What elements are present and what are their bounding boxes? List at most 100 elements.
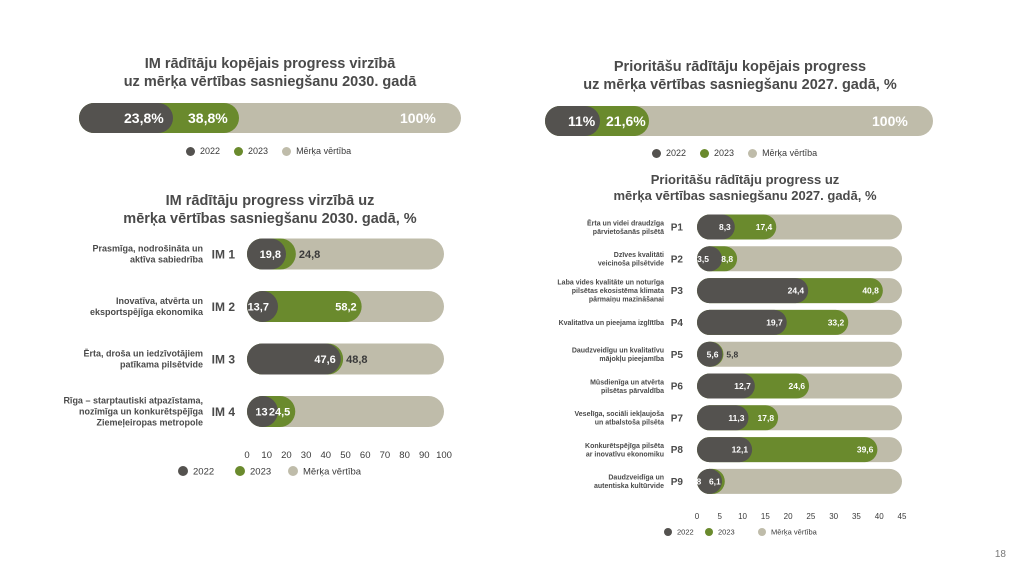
im-desc-1: Prasmīga, nodrošināta un xyxy=(92,244,203,254)
right-summary-2023-label: 21,6% xyxy=(606,113,646,129)
p-tick-10: 10 xyxy=(738,512,747,521)
im-desc-3: Ērta, droša un iedzīvotājiem xyxy=(83,349,203,359)
im-label-2022-1: 19,8 xyxy=(260,249,281,261)
p-label-2022-8: 12,1 xyxy=(732,445,749,455)
p-bar-2022-1 xyxy=(697,214,735,240)
im-desc-2: Inovatīva, atvērta un xyxy=(116,296,203,306)
p-desc-5: mājokļu pieejamība xyxy=(599,356,664,363)
p-desc-5: Daudzveidīgu un kvalitatīvu xyxy=(572,347,664,354)
p-label-2023-3: 40,8 xyxy=(862,286,879,296)
p-tick-5: 5 xyxy=(718,512,723,521)
im-label-2023-3: 48,8 xyxy=(346,354,367,366)
im-bar-2022-2 xyxy=(247,291,278,322)
p-label-2022-3: 24,4 xyxy=(788,286,805,296)
p-label-2023-5: 5,8 xyxy=(726,349,738,359)
p-tick-25: 25 xyxy=(806,512,815,521)
im-desc-4: Rīga – starptautiski atpazīstama, xyxy=(63,396,203,406)
left-summary-title: IM rādītāju kopējais progress virzībā uz… xyxy=(80,55,460,91)
right-chart-title: Prioritāšu rādītāju progress uz mērķa vē… xyxy=(580,172,910,204)
legend-dot-target xyxy=(282,146,292,156)
p-label-2023-2: 8,8 xyxy=(721,254,733,264)
im-tick-50: 50 xyxy=(340,450,351,461)
p-label-2022-7: 11,3 xyxy=(728,413,744,423)
legend-item-2022: 2022 xyxy=(652,148,686,158)
im-label-2022-3: 47,6 xyxy=(314,354,335,366)
left-summary-legend: 2022 2023 Mērķa vērtība xyxy=(186,146,365,156)
im-label-2023-2: 58,2 xyxy=(335,301,356,313)
p-code-5: P5 xyxy=(671,350,684,361)
im-code-3: IM 3 xyxy=(212,352,236,366)
p-desc-3: pilsētas ekosistēma klimata xyxy=(572,288,664,295)
legend-label-2022: 2022 xyxy=(666,148,687,158)
p-bar-2022-8 xyxy=(697,437,753,463)
p-bar-2022-9 xyxy=(697,468,722,494)
p-label-2023-4: 33,2 xyxy=(828,317,845,327)
p-desc-3: pārmaiņu mazināšanai xyxy=(589,297,664,304)
p-code-6: P6 xyxy=(671,382,684,393)
p-label-2022-6: 12,7 xyxy=(734,381,751,391)
im-tick-80: 80 xyxy=(399,450,410,461)
im-desc-4: Ziemeļeiropas metropole xyxy=(96,418,203,428)
right-summary-legend: 2022 2023 Mērķa vērtība xyxy=(652,148,831,158)
legend-label-target: Mērķa vērtība xyxy=(296,146,352,156)
im-legend-dot-1 xyxy=(178,466,188,476)
im-tick-30: 30 xyxy=(301,450,312,461)
im-label-2022-4: 13 xyxy=(255,406,267,418)
im-legend-dot-3 xyxy=(288,466,298,476)
p-code-2: P2 xyxy=(671,254,684,265)
p-bar-2022-6 xyxy=(697,373,755,399)
right-summary-progress: 11% 21,6% 100% xyxy=(545,106,933,136)
p-legend-dot-2 xyxy=(705,528,713,536)
p-desc-8: Konkurētspējīga pilsēta xyxy=(585,443,664,450)
p-code-9: P9 xyxy=(671,477,684,488)
p-tick-15: 15 xyxy=(761,512,770,521)
p-label-2022-5: 5,6 xyxy=(707,349,719,359)
legend-label-2022: 2022 xyxy=(200,146,221,156)
p-desc-8: ar inovatīvu ekonomiku xyxy=(586,451,664,458)
left-chart-title-line1: IM rādītāju progress virzībā uz xyxy=(165,193,375,209)
p-desc-1: pārvietošanās pilsētā xyxy=(593,229,664,236)
p-label-2022-9: 1,8 xyxy=(689,476,701,486)
im-desc-4: nozīmīga un konkurētspējīga xyxy=(79,407,204,417)
p-bar-2022-5 xyxy=(697,341,723,367)
right-chart-title-line2: mērķa vērtības sasniegšanu 2027. gadā, % xyxy=(613,188,877,203)
p-label-2022-1: 8,3 xyxy=(719,222,731,232)
im-code-4: IM 4 xyxy=(212,405,236,419)
p-tick-0: 0 xyxy=(695,512,700,521)
p-desc-7: un atbalstoša pilsēta xyxy=(595,420,664,427)
im-tick-70: 70 xyxy=(380,450,391,461)
p-label-2023-6: 24,6 xyxy=(789,381,806,391)
p-legend-label-3: Mērķa vērtība xyxy=(771,528,818,537)
p-bar-target-5 xyxy=(697,341,902,367)
im-code-2: IM 2 xyxy=(212,300,236,314)
right-summary-title-line1: Prioritāšu rādītāju kopējais progress xyxy=(613,59,867,75)
im-desc-2: eksportspējīga ekonomika xyxy=(90,307,204,317)
p-tick-40: 40 xyxy=(875,512,884,521)
p-desc-7: Veselīga, sociāli iekļaujoša xyxy=(575,411,665,418)
p-label-2023-7: 17,8 xyxy=(758,413,775,423)
im-tick-10: 10 xyxy=(261,450,272,461)
legend-label-target: Mērķa vērtība xyxy=(762,148,818,158)
p-desc-2: Dzīves kvalitāti xyxy=(614,252,664,259)
p-desc-9: Daudzveidīga un xyxy=(608,475,664,482)
p-bar-2022-4 xyxy=(697,309,787,335)
p-code-8: P8 xyxy=(671,445,684,456)
p-bar-target-2 xyxy=(697,246,902,272)
p-desc-9: autentiska kultūrvide xyxy=(594,483,664,490)
im-tick-20: 20 xyxy=(281,450,292,461)
im-bar-2022-1 xyxy=(247,238,287,270)
right-summary-title: Prioritāšu rādītāju kopējais progress uz… xyxy=(545,58,935,94)
im-bar-target-4 xyxy=(247,396,444,427)
p-label-2022-4: 19,7 xyxy=(766,317,783,327)
im-legend-label-3: Mērķa vērtība xyxy=(303,466,362,477)
im-tick-60: 60 xyxy=(360,450,371,461)
p-label-2023-1: 17,4 xyxy=(756,222,773,232)
p-label-2023-9: 6,1 xyxy=(709,476,721,486)
legend-dot-2022 xyxy=(652,148,661,158)
im-label-2023-1: 24,8 xyxy=(299,249,320,261)
left-chart-title: IM rādītāju progress virzībā uz mērķa vē… xyxy=(100,192,440,228)
legend-dot-2023 xyxy=(700,148,710,158)
p-bar-2022-3 xyxy=(697,278,809,304)
legend-dot-2023 xyxy=(234,146,244,156)
